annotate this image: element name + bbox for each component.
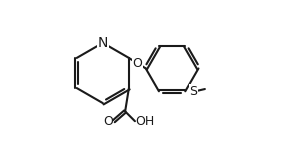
Text: O: O bbox=[103, 115, 113, 128]
Text: O: O bbox=[133, 57, 142, 70]
Text: OH: OH bbox=[135, 115, 155, 128]
Text: S: S bbox=[190, 85, 197, 98]
Text: N: N bbox=[98, 36, 108, 50]
